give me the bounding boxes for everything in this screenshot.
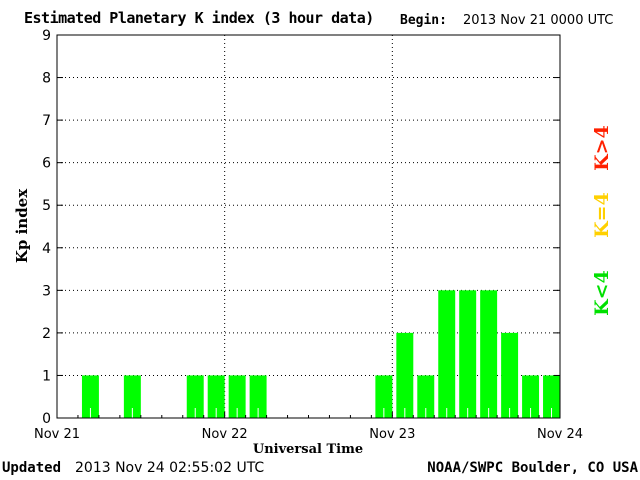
y-tick-label: 3 (42, 283, 51, 299)
kp-bar (438, 290, 456, 418)
y-tick-label: 5 (42, 198, 51, 214)
legend-item: K>4 (591, 125, 613, 171)
kp-bar (186, 375, 204, 418)
y-tick-label: 0 (42, 411, 51, 427)
kp-bar (228, 375, 246, 418)
kp-bar (249, 375, 267, 418)
kp-bar (207, 375, 225, 418)
kp-bar (522, 375, 540, 418)
y-tick-label: 4 (42, 241, 51, 257)
credit-text: NOAA/SWPC Boulder, CO USA (427, 460, 638, 476)
kp-bar (459, 290, 477, 418)
begin-value: 2013 Nov 21 0000 UTC (463, 13, 614, 28)
kp-bar (417, 375, 435, 418)
ticks-layer: 0 1 2 3 4 5 6 7 8 9 Nov 21 Nov 22 Nov 23 Nov 24 (34, 28, 583, 442)
kp-bar (396, 332, 414, 418)
kp-bar (375, 375, 393, 418)
y-tick-label: 6 (42, 156, 51, 172)
x-axis-label: Universal Time (253, 442, 363, 457)
y-axis-label: Kp index (13, 188, 31, 263)
x-tick-label: Nov 23 (369, 427, 415, 442)
kp-bar (543, 375, 560, 418)
kp-bar (501, 332, 519, 418)
y-tick-label: 8 (42, 71, 51, 87)
y-tick-label: 2 (42, 326, 51, 342)
x-tick-label: Nov 24 (537, 427, 583, 442)
legend-item: K=4 (591, 192, 613, 238)
begin-label: Begin: (400, 13, 447, 28)
kp-bar (81, 375, 99, 418)
kp-bar (123, 375, 141, 418)
legend: K>4 K=4 K<4 (591, 125, 613, 316)
updated-timestamp: 2013 Nov 24 02:55:02 UTC (75, 460, 265, 476)
y-tick-label: 7 (42, 113, 51, 129)
y-tick-label: 1 (42, 368, 51, 384)
y-tick-label: 9 (42, 28, 51, 44)
bars-layer (81, 290, 560, 418)
chart-title: Estimated Planetary K index (3 hour data… (24, 9, 374, 27)
legend-item: K<4 (591, 270, 613, 316)
updated-label: Updated (2, 460, 62, 476)
x-tick-label: Nov 22 (202, 427, 248, 442)
kp-bar (480, 290, 498, 418)
x-tick-label: Nov 21 (34, 427, 80, 442)
